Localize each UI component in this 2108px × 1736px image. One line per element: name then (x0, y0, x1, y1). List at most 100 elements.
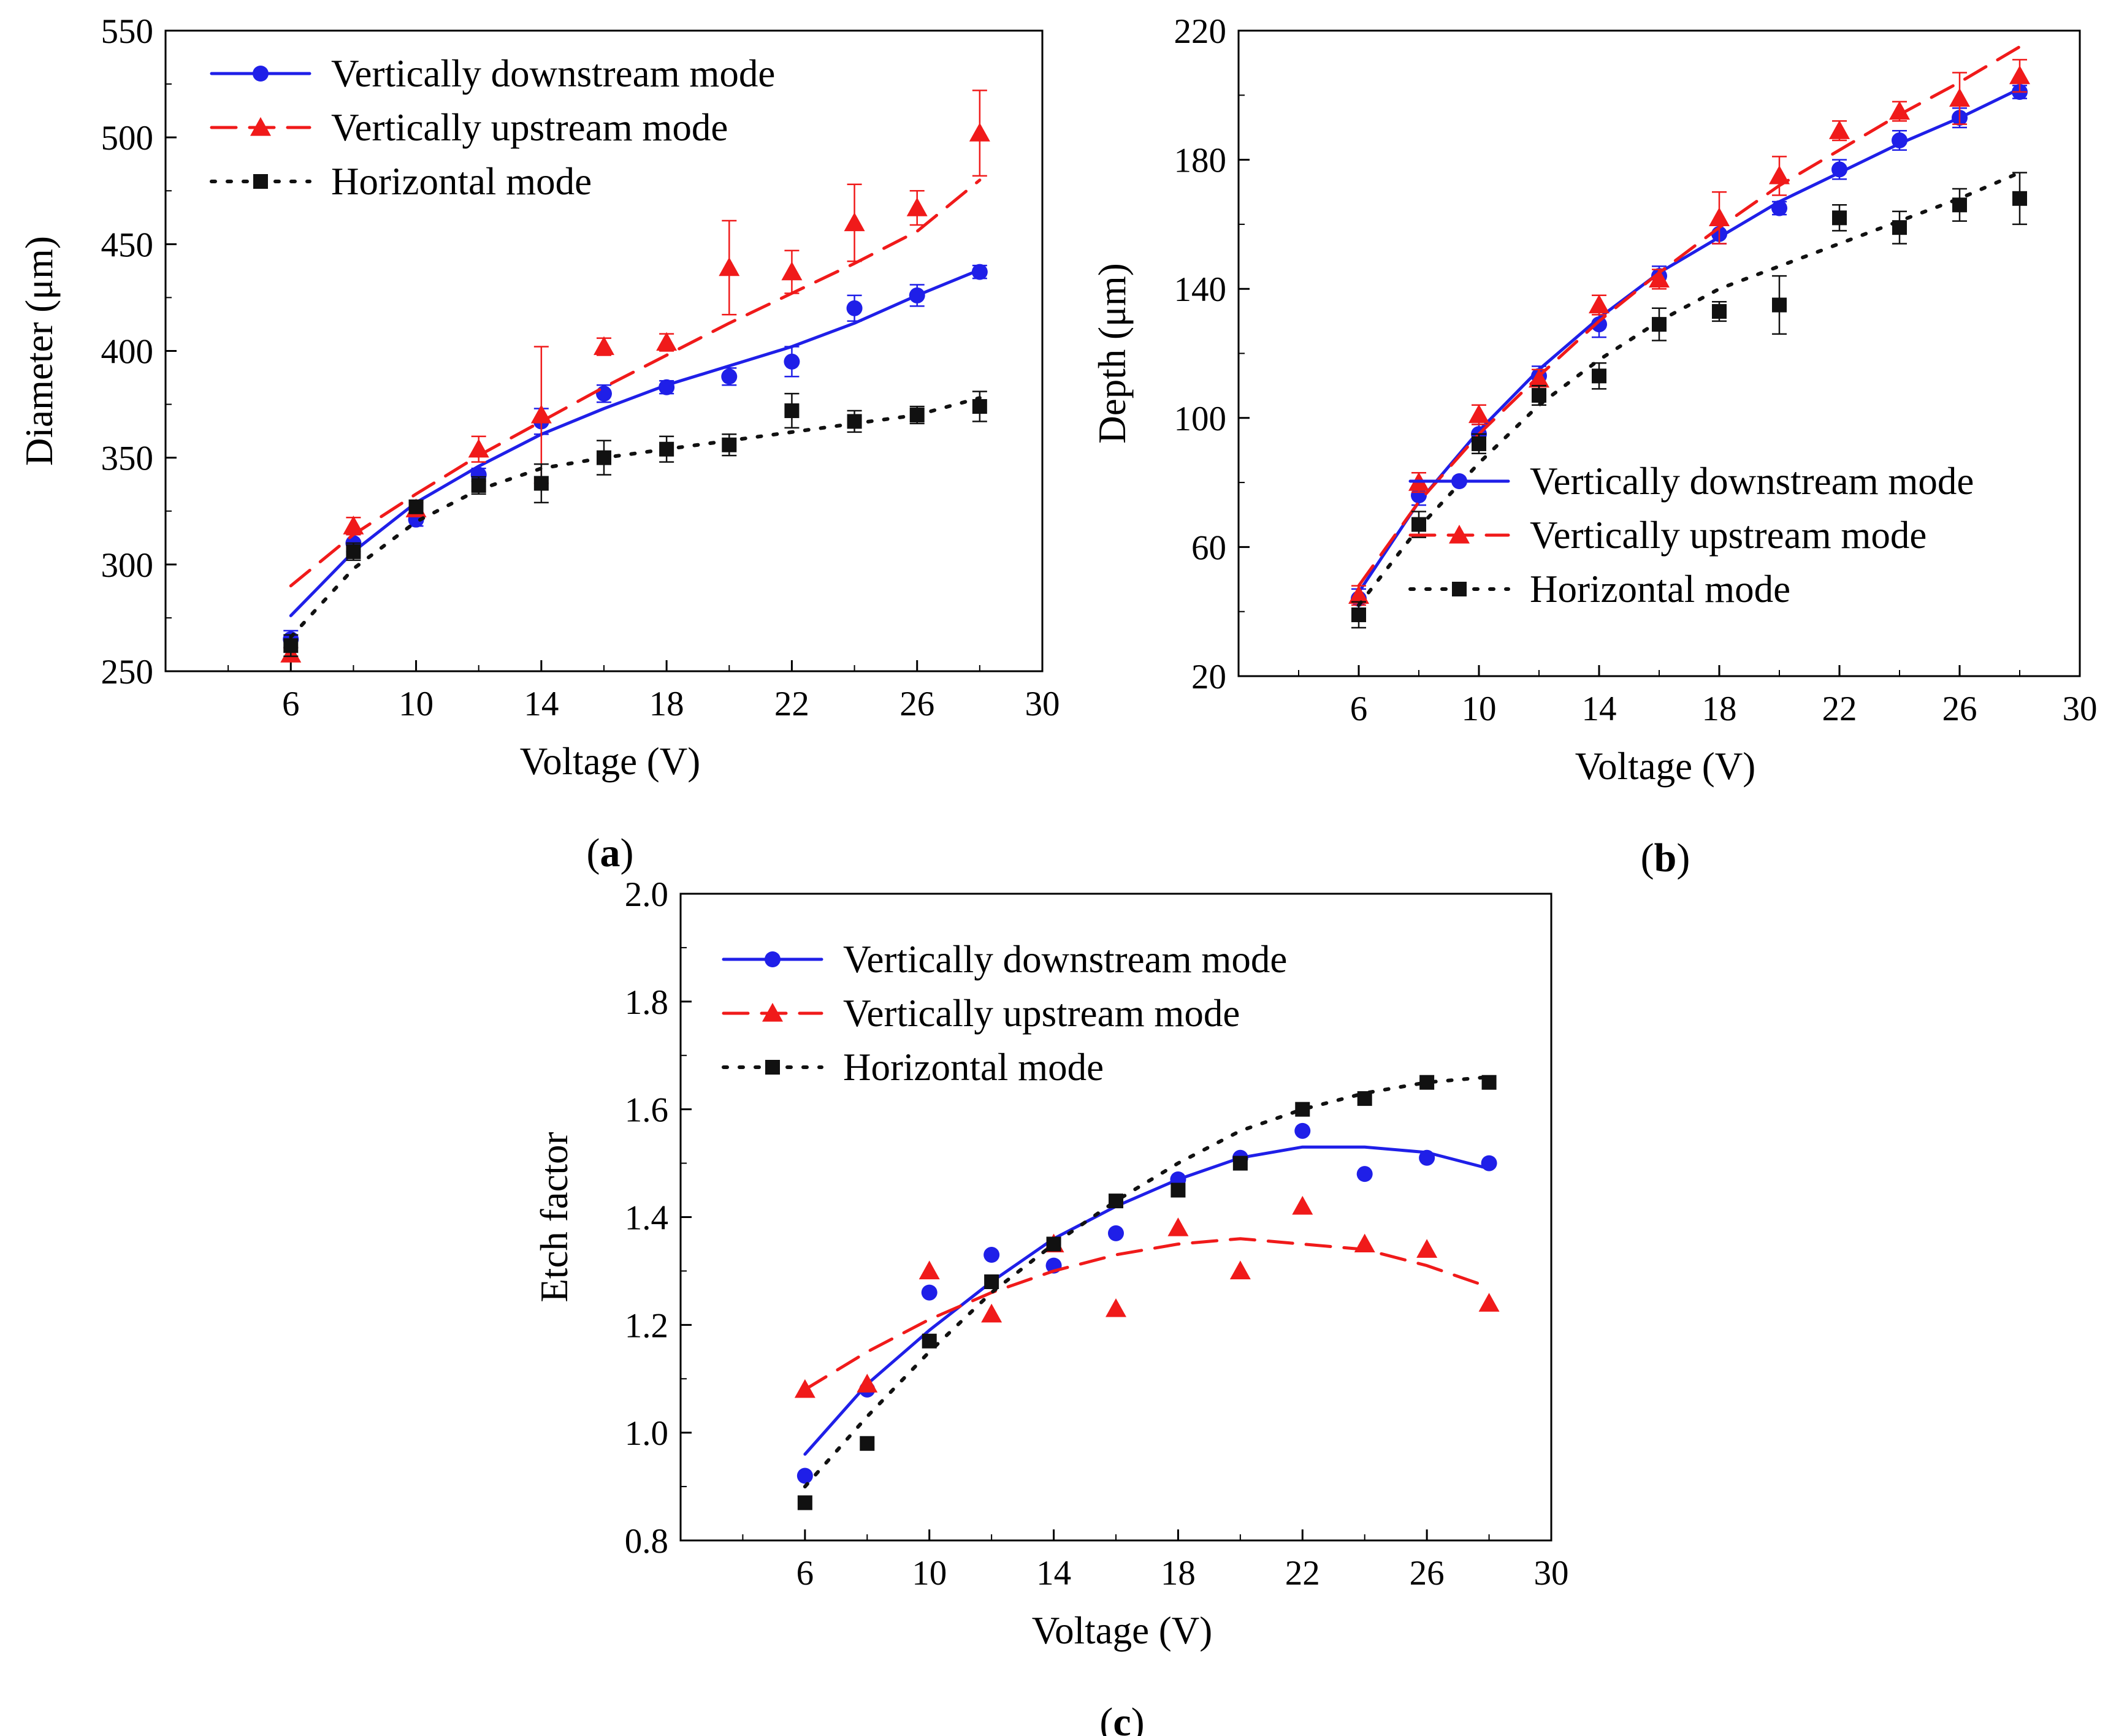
x-tick-label: 14 (1582, 690, 1617, 728)
data-point (784, 403, 800, 419)
panel-caption: (a) (587, 831, 634, 875)
data-point (1652, 317, 1667, 332)
data-point (1589, 294, 1610, 314)
data-point (847, 414, 862, 429)
legend-marker (1449, 525, 1470, 544)
fit-curve (1357, 45, 2022, 588)
data-point (1419, 1149, 1435, 1166)
data-point (1354, 1233, 1375, 1253)
data-point (1532, 387, 1546, 403)
data-point (1712, 304, 1727, 319)
x-tick-label: 10 (399, 685, 433, 723)
legend-label: Vertically upstream mode (1530, 514, 1927, 557)
data-point (1892, 132, 1908, 149)
data-point (921, 1284, 938, 1301)
x-tick-label: 18 (649, 685, 684, 723)
data-point (1771, 200, 1787, 216)
x-tick-label: 6 (796, 1554, 814, 1593)
legend-label: Vertically upstream mode (843, 992, 1240, 1035)
y-tick-label: 1.2 (625, 1306, 668, 1345)
data-point (1952, 197, 1967, 213)
fit-curve (803, 1145, 1491, 1456)
data-point (1351, 607, 1366, 622)
data-point (1295, 1102, 1310, 1117)
y-tick-label: 350 (101, 440, 154, 478)
data-point (1106, 1298, 1126, 1317)
data-point (860, 1436, 875, 1451)
legend-marker (250, 117, 271, 136)
data-point (343, 516, 364, 535)
data-point (1649, 268, 1670, 288)
data-point (1591, 316, 1607, 333)
y-tick-label: 300 (101, 546, 154, 585)
data-point (1109, 1194, 1123, 1209)
data-point (784, 353, 800, 370)
data-point (971, 264, 988, 280)
data-point (2012, 191, 2027, 206)
data-point (719, 257, 740, 276)
data-point (1357, 1091, 1372, 1106)
legend-label: Vertically downstream mode (1530, 460, 1974, 503)
x-tick-label: 14 (1036, 1554, 1071, 1593)
y-tick-label: 20 (1191, 658, 1226, 696)
data-point (1419, 1075, 1435, 1090)
data-point (1889, 101, 1910, 120)
data-point (1831, 161, 1847, 178)
data-point (969, 123, 990, 142)
data-point (1892, 220, 1907, 235)
panel-caption: (b) (1641, 836, 1690, 880)
data-point (1472, 436, 1486, 451)
x-tick-label: 6 (1350, 690, 1368, 728)
data-point (846, 300, 863, 316)
x-tick-label: 18 (1702, 690, 1737, 728)
y-tick-label: 2.0 (625, 875, 668, 914)
fit-curve (1357, 170, 2022, 607)
panel-caption: (c) (1099, 1700, 1144, 1736)
legend-label: Vertically downstream mode (843, 938, 1287, 981)
legend-label: Vertically upstream mode (331, 106, 728, 149)
data-point (1229, 1260, 1251, 1280)
data-point (1348, 585, 1369, 604)
data-point (1478, 1293, 1500, 1312)
legend-label: Horizontal mode (843, 1046, 1104, 1089)
legend-label: Horizontal mode (331, 160, 592, 203)
data-point (909, 408, 925, 422)
data-point (1832, 210, 1847, 226)
fit-curve (1357, 87, 2022, 594)
x-tick-label: 10 (912, 1554, 947, 1593)
legend-label: Horizontal mode (1530, 568, 1790, 611)
x-tick-label: 10 (1462, 690, 1497, 728)
data-point (906, 197, 928, 216)
data-point (922, 1333, 937, 1349)
legend-marker (1452, 582, 1467, 596)
x-tick-label: 18 (1161, 1554, 1196, 1593)
legend-marker (253, 66, 269, 82)
x-tick-label: 22 (1285, 1554, 1320, 1593)
x-tick-label: 30 (2063, 690, 2098, 728)
fit-curve (803, 1075, 1491, 1489)
data-point (533, 476, 549, 491)
series-triangle (794, 1195, 1500, 1398)
y-tick-label: 1.0 (625, 1414, 668, 1453)
x-tick-label: 26 (899, 685, 934, 723)
x-tick-label: 22 (774, 685, 809, 723)
legend-marker (765, 1060, 780, 1075)
legend-marker (253, 174, 268, 189)
data-point (1481, 1075, 1497, 1090)
series-square (283, 390, 987, 657)
data-point (1772, 297, 1787, 313)
x-tick-label: 26 (1942, 690, 1977, 728)
data-point (909, 287, 925, 303)
data-point (983, 1247, 1000, 1263)
data-point (346, 544, 361, 559)
legend-marker (765, 951, 781, 967)
panel-c-chart: 6 10 14 18 22 26 30 0.8 1.0 1.2 1.4 1.6 1.8 2.0 Voltag… (533, 875, 1569, 1736)
data-point (1468, 404, 1489, 424)
y-tick-label: 1.6 (625, 1091, 668, 1130)
data-point (1232, 1155, 1248, 1171)
data-point (984, 1274, 999, 1289)
data-point (596, 386, 612, 402)
y-tick-label: 0.8 (625, 1522, 668, 1561)
data-point (972, 399, 987, 414)
